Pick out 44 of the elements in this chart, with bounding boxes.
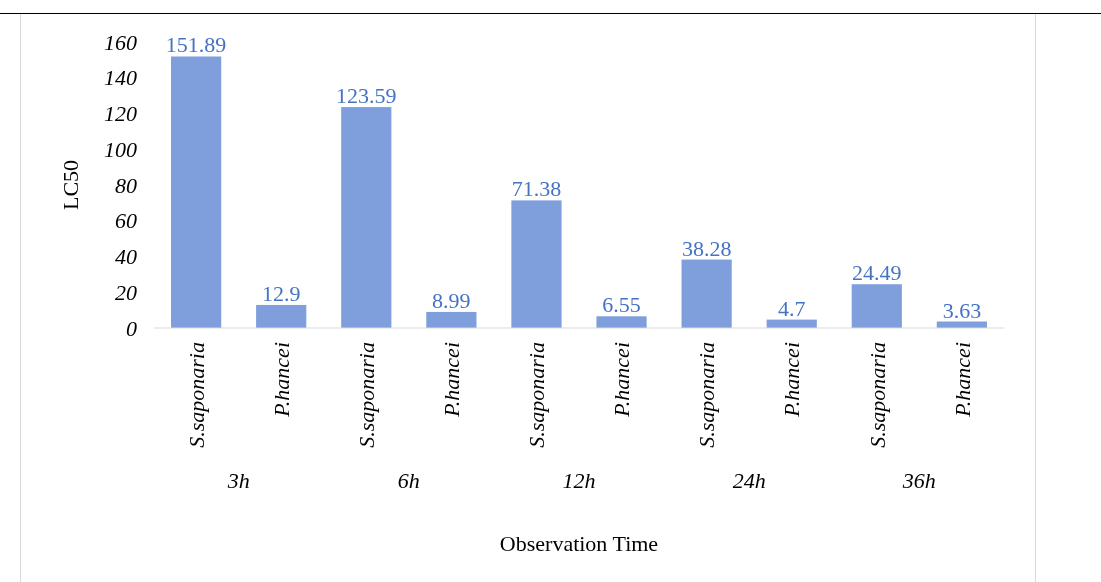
x-tick-label: S.saponaria xyxy=(524,342,550,448)
data-label: 3.63 xyxy=(942,297,982,323)
x-tick-label: P.hancei xyxy=(609,342,635,418)
x-tick-label: P.hancei xyxy=(439,342,465,418)
bar xyxy=(596,316,647,328)
data-label: 38.28 xyxy=(681,235,732,261)
bar xyxy=(256,304,307,328)
y-tick-label: 40 xyxy=(115,244,137,270)
data-label: 12.9 xyxy=(261,280,301,306)
text: 6h xyxy=(397,468,420,493)
x-tick-label: S.saponaria xyxy=(183,342,209,448)
x-tick-label: P.hancei xyxy=(949,342,975,418)
bar xyxy=(426,311,477,328)
data-label: 151.89 xyxy=(165,32,227,58)
x-axis-title: Observation Time xyxy=(499,531,659,556)
data-label: 8.99 xyxy=(432,287,471,313)
y-tick-label: 100 xyxy=(104,136,137,162)
x-tick-label: S.saponaria xyxy=(694,342,720,448)
y-tick-label: 120 xyxy=(104,101,137,127)
x-tick-label: P.hancei xyxy=(268,342,294,418)
x-tick-label: S.saponaria xyxy=(864,342,890,448)
data-label: 6.55 xyxy=(602,292,641,318)
bar xyxy=(681,259,732,328)
data-label: 71.38 xyxy=(511,176,562,202)
y-axis-title: LC50 xyxy=(58,159,83,211)
y-tick-label: 60 xyxy=(115,208,137,234)
text: 36h xyxy=(901,468,936,493)
y-tick-label: 80 xyxy=(115,172,137,198)
data-label: 123.59 xyxy=(336,83,397,109)
bar xyxy=(341,107,392,328)
x-tick-label: P.hancei xyxy=(779,342,805,418)
y-tick-label: 20 xyxy=(115,279,137,305)
y-tick-label: 140 xyxy=(104,65,137,91)
bar xyxy=(851,284,902,328)
bar xyxy=(511,200,562,328)
y-tick-label: 0 xyxy=(126,315,137,341)
x-tick-label: S.saponaria xyxy=(353,342,379,448)
data-label: 24.49 xyxy=(852,260,902,286)
text: 12h xyxy=(562,468,596,493)
y-tick-label: 160 xyxy=(104,29,137,55)
text: 3h xyxy=(226,468,250,493)
bar xyxy=(171,56,222,328)
data-label: 4.7 xyxy=(777,295,806,321)
text: 24h xyxy=(732,468,766,493)
